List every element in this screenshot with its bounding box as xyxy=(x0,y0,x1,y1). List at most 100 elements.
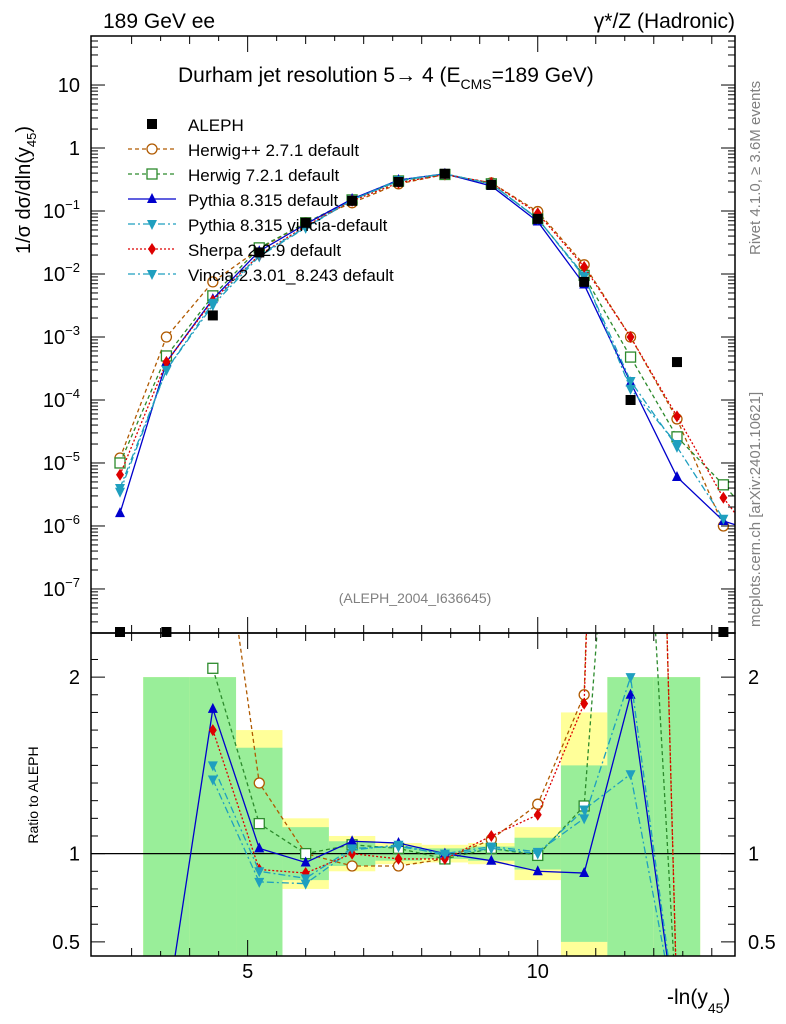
series-4-point xyxy=(672,410,681,423)
series-5-point xyxy=(718,514,729,525)
ratio-y-axis-label: Ratio to ALEPH xyxy=(25,746,41,843)
header-left: 189 GeV ee xyxy=(103,10,215,33)
ratio-tick-label-right: 2 xyxy=(748,667,759,689)
series-1-point xyxy=(765,531,775,541)
mcplots-text: mcplots.cern.ch [arXiv:2401.10621] xyxy=(747,392,764,627)
band-inner xyxy=(607,677,654,956)
y-tick-label: 10−1 xyxy=(43,197,80,223)
aleph-data-point xyxy=(254,247,265,258)
x-axis-label: -ln(y45) xyxy=(667,986,730,1016)
header-right: γ*/Z (Hadronic) xyxy=(594,10,735,33)
series-1-line xyxy=(119,173,735,499)
series-2-ratio-point xyxy=(579,867,590,878)
series-5-ratio-point xyxy=(625,673,636,684)
ratio-tick-label-left: 1 xyxy=(69,844,80,866)
series-2-ratio-point xyxy=(207,702,218,713)
series-3-ratio-point xyxy=(625,770,636,781)
series-4-point xyxy=(162,356,171,369)
band-inner xyxy=(653,677,701,956)
series-5-ratio-point xyxy=(347,844,358,855)
series-2-point xyxy=(115,507,126,518)
series-4-ratio-point xyxy=(208,724,217,737)
chart-title: Durham jet resolution 5→ 4 (ECMS=189 GeV… xyxy=(178,64,594,92)
ratio-tick-label-right: 1 xyxy=(748,844,759,866)
series-0-point xyxy=(160,331,173,343)
series-5-point xyxy=(115,484,126,495)
series-2-ratio-point xyxy=(532,865,543,876)
series-5-ratio-point xyxy=(393,842,404,853)
ratio-frame xyxy=(90,632,736,957)
series-1-ratio-point xyxy=(253,817,265,830)
series-4-point xyxy=(766,553,774,565)
y-tick-label: 10−3 xyxy=(43,323,80,349)
legend-label: Pythia 8.315 vincia-default xyxy=(188,216,388,235)
y-axis-label: 1/σ dσ/dln(y45) xyxy=(13,126,39,254)
series-2-ratio-point xyxy=(300,856,311,867)
legend-marker xyxy=(147,270,157,280)
y-tick-label: 10 xyxy=(58,75,80,97)
aleph-data-point xyxy=(439,168,450,179)
series-4-point xyxy=(626,330,635,343)
series-3-ratio-point xyxy=(300,879,311,890)
series-5-line xyxy=(119,173,724,520)
aleph-data-point xyxy=(532,213,543,224)
legend-label: Herwig 7.2.1 default xyxy=(188,166,339,185)
x-tick-label: 5 xyxy=(242,961,253,983)
series-5-ratio-point xyxy=(532,847,543,858)
legend-label-aleph: ALEPH xyxy=(188,116,244,135)
series-4-ratio-point xyxy=(394,852,403,865)
legend-label: Pythia 8.315 default xyxy=(188,191,339,210)
x-tick-label: 10 xyxy=(527,961,549,983)
series-1-ratio-point xyxy=(207,662,219,674)
legend-marker xyxy=(147,220,157,230)
aleph-data-point xyxy=(718,627,729,637)
series-2-point xyxy=(765,530,775,540)
aleph-data-point xyxy=(115,627,126,637)
legend: ALEPH Herwig++ 2.7.1 default Herwig 7.2.1 … xyxy=(128,116,394,285)
y-tick-label: 10−2 xyxy=(43,260,80,286)
y-tick-label: 1 xyxy=(69,138,80,160)
aleph-data-point xyxy=(579,276,590,287)
series-layer xyxy=(114,167,775,956)
band-inner xyxy=(143,677,190,956)
series-0-ratio-point xyxy=(346,860,358,872)
series-2-point xyxy=(671,470,682,481)
series-4-ratio-point xyxy=(533,808,542,821)
series-5-ratio-point xyxy=(486,842,497,853)
series-2-ratio-point xyxy=(347,835,358,846)
aleph-data-point xyxy=(486,179,497,190)
series-5-ratio-point xyxy=(207,761,218,772)
y-tick-label: 10−4 xyxy=(43,386,80,412)
series-5-point xyxy=(161,365,172,376)
legend-label: Sherpa 2.2.9 default xyxy=(188,241,341,260)
ratio-tick-label-left: 2 xyxy=(69,667,80,689)
series-4-point xyxy=(719,491,728,504)
y-tick-label: 10−6 xyxy=(43,512,80,538)
legend-marker xyxy=(147,193,157,203)
series-2-ratio-point xyxy=(254,842,265,853)
series-4-ratio-point xyxy=(487,829,496,842)
series-5-ratio-point xyxy=(439,849,450,860)
series-1-point xyxy=(624,351,637,363)
aleph-data-point xyxy=(393,176,404,187)
series-5-ratio-point xyxy=(579,814,590,825)
uncertainty-bands xyxy=(91,677,735,956)
y-tick-label: 10−7 xyxy=(43,575,80,601)
series-5-ratio-point xyxy=(300,874,311,885)
aleph-data-point xyxy=(347,195,358,206)
series-5-point xyxy=(207,298,218,309)
aleph-data-point xyxy=(671,357,682,368)
series-3-ratio-point xyxy=(579,805,590,816)
series-3-ratio-point xyxy=(254,877,265,888)
ratio-tick-label-right: 0.5 xyxy=(748,932,776,954)
legend-label: Vincia 2.3.01_8.243 default xyxy=(188,266,394,285)
series-2-ratio-point xyxy=(486,854,497,865)
rivet-version-text: Rivet 4.1.0, ≥ 3.6M events xyxy=(747,81,764,255)
series-0-ratio-point xyxy=(253,777,265,789)
ratio-tick-label-left: 0.5 xyxy=(52,932,80,954)
series-5-ratio-point xyxy=(254,867,265,878)
analysis-tag: (ALEPH_2004_I636645) xyxy=(339,590,492,606)
series-4-point xyxy=(580,260,589,273)
series-0-point xyxy=(207,276,219,288)
